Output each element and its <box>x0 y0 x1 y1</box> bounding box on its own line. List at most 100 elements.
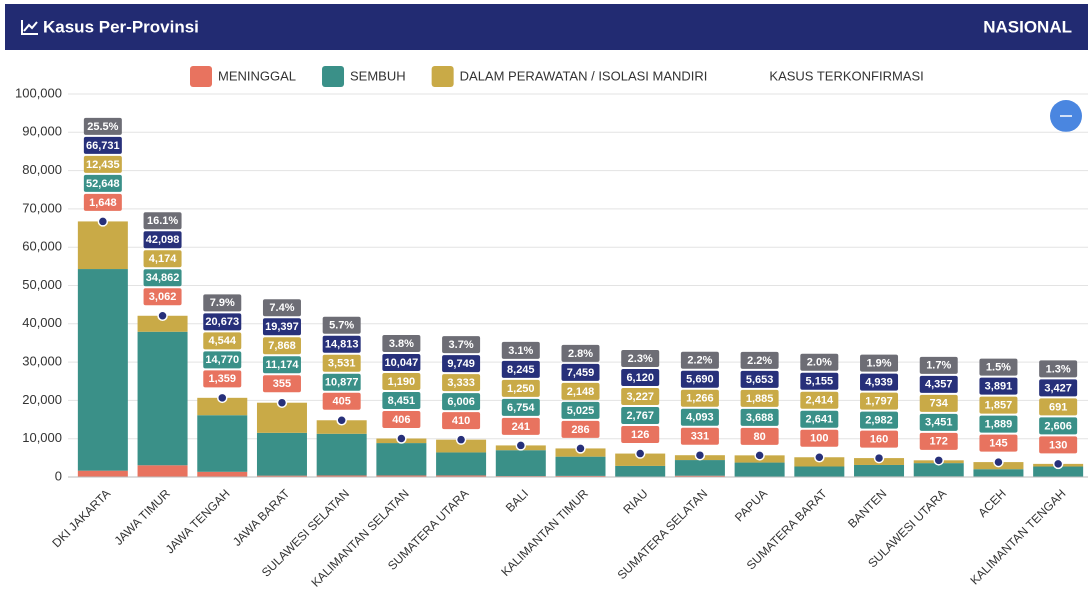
x-tick-label: KALIMANTAN SELATAN <box>308 486 411 589</box>
data-label-text: 14,770 <box>205 354 239 366</box>
data-label: 20,673 <box>203 313 241 330</box>
data-label-text: 1.3% <box>1046 363 1071 375</box>
data-label-text: 1,648 <box>89 197 117 209</box>
data-label-text: 3,427 <box>1044 382 1072 394</box>
data-label: 100 <box>800 430 838 447</box>
data-label: 1,885 <box>741 390 779 407</box>
data-label-text: 1,190 <box>388 376 416 388</box>
data-label-text: 355 <box>273 378 291 390</box>
y-tick-label: 60,000 <box>22 239 62 254</box>
total-marker <box>934 456 943 465</box>
data-label: 10,877 <box>323 374 361 391</box>
data-label-text: 66,731 <box>86 140 120 152</box>
data-label-text: 410 <box>452 415 470 427</box>
data-label-text: 3,333 <box>447 377 475 389</box>
data-label: 355 <box>263 375 301 392</box>
data-label: 7,459 <box>562 364 600 381</box>
data-label: 2.2% <box>741 352 779 369</box>
data-label: 734 <box>920 395 958 412</box>
data-label-text: 4,544 <box>208 335 236 347</box>
data-label-text: 1.9% <box>866 357 891 369</box>
bar-segment <box>973 469 1023 476</box>
x-tick-label: BANTEN <box>845 486 889 530</box>
data-label-text: 19,397 <box>265 321 299 333</box>
data-label-text: 286 <box>571 424 589 436</box>
data-label: 3,891 <box>979 378 1017 395</box>
bar-segment <box>436 452 486 475</box>
total-marker <box>875 454 884 463</box>
data-label: 1,857 <box>979 397 1017 414</box>
total-marker <box>1054 459 1063 468</box>
data-label-text: 1,359 <box>208 373 236 385</box>
data-label-text: 20,673 <box>205 316 239 328</box>
y-tick-label: 80,000 <box>22 162 62 177</box>
data-label: 6,006 <box>442 393 480 410</box>
data-label-text: 2,982 <box>865 414 893 426</box>
data-label-text: 2,767 <box>626 410 654 422</box>
total-marker <box>695 451 704 460</box>
data-label-text: 172 <box>930 436 948 448</box>
data-label-text: 1.5% <box>986 362 1011 374</box>
x-tick-label: DKI JAKARTA <box>49 486 113 550</box>
data-label: 25.5% <box>84 118 122 135</box>
data-label: 1.3% <box>1039 360 1077 377</box>
data-label-text: 3,891 <box>985 381 1013 393</box>
data-label: 2,606 <box>1039 417 1077 434</box>
total-marker <box>158 311 167 320</box>
data-label-text: 126 <box>631 429 649 441</box>
bar-segment <box>78 269 128 471</box>
data-label-text: 4,174 <box>149 253 177 265</box>
data-label: 42,098 <box>144 231 182 248</box>
data-label: 2.2% <box>681 352 719 369</box>
bar-segment <box>197 472 247 477</box>
data-label-text: 1,266 <box>686 393 714 405</box>
data-label: 66,731 <box>84 137 122 154</box>
total-marker <box>397 434 406 443</box>
bar-segment <box>735 463 785 477</box>
data-label-text: 9,749 <box>447 358 475 370</box>
data-label: 160 <box>860 431 898 448</box>
legend-swatch <box>432 66 454 87</box>
data-label: 6,120 <box>621 369 659 386</box>
data-label-text: 7,868 <box>268 340 296 352</box>
data-label-text: 1,857 <box>985 400 1013 412</box>
data-label: 405 <box>323 393 361 410</box>
data-label: 3,427 <box>1039 379 1077 396</box>
bar-segment <box>138 332 188 466</box>
data-label: 6,754 <box>502 399 540 416</box>
data-label-text: 11,174 <box>265 359 299 371</box>
x-tick-label: PAPUA <box>732 486 770 524</box>
y-tick-label: 90,000 <box>22 124 62 139</box>
legend-swatch <box>190 66 212 87</box>
data-label: 5,025 <box>562 402 600 419</box>
legend-label: MENINGGAL <box>218 68 296 83</box>
x-tick-label: RIAU <box>620 486 650 516</box>
data-label: 3.8% <box>382 335 420 352</box>
bar-segment <box>615 466 665 477</box>
data-label-text: 145 <box>989 438 1007 450</box>
data-label: 3,688 <box>741 409 779 426</box>
data-label: 1.7% <box>920 357 958 374</box>
data-label-text: 7.9% <box>210 297 235 309</box>
data-label-text: 331 <box>691 431 709 443</box>
data-label: 5,690 <box>681 371 719 388</box>
bar-segment <box>197 415 247 472</box>
data-label-text: 3,451 <box>925 417 953 429</box>
data-label-text: 2.0% <box>807 357 832 369</box>
scope-tab[interactable]: NASIONAL <box>983 17 1072 36</box>
data-label: 1,648 <box>84 194 122 211</box>
collapse-button[interactable] <box>1050 100 1082 132</box>
data-label-text: 7.4% <box>269 302 294 314</box>
data-label: 4,939 <box>860 374 898 391</box>
data-label-text: 2.8% <box>568 348 593 360</box>
data-label-text: 80 <box>753 431 765 443</box>
x-tick-label: JAWA TENGAH <box>163 486 233 556</box>
data-label: 11,174 <box>263 356 301 373</box>
data-label: 1.9% <box>860 355 898 372</box>
data-label: 3,333 <box>442 374 480 391</box>
data-label-text: 42,098 <box>146 234 180 246</box>
data-label: 8,451 <box>382 392 420 409</box>
data-label: 19,397 <box>263 318 301 335</box>
data-label: 1,266 <box>681 390 719 407</box>
